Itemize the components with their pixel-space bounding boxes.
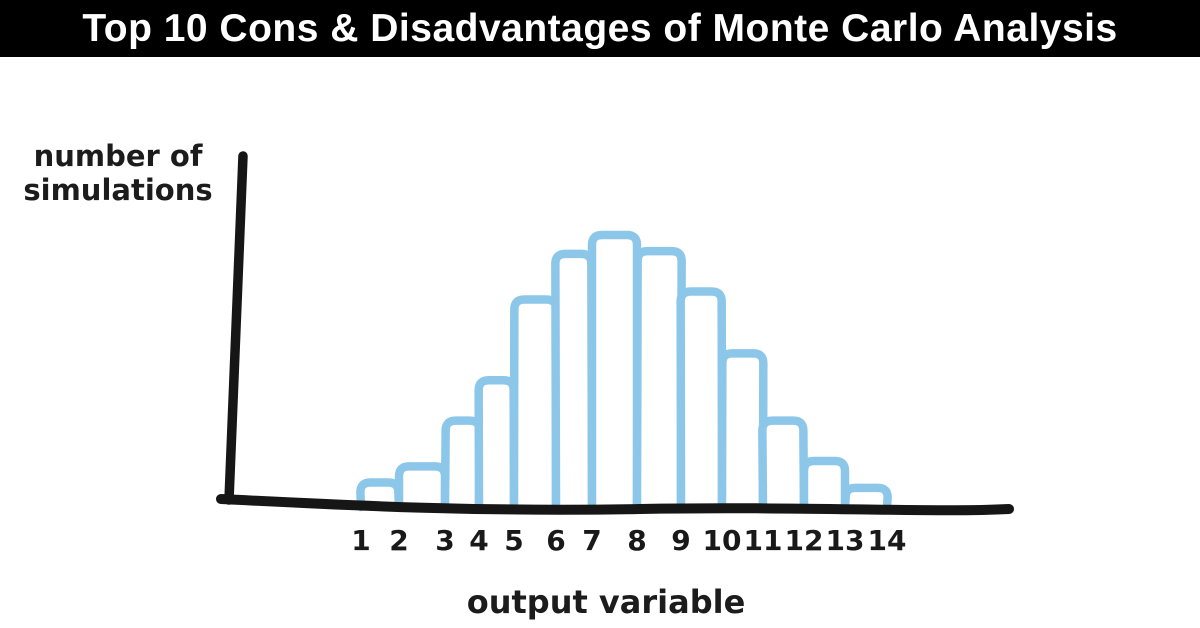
x-tick-label: 11 xyxy=(743,524,783,557)
histogram-bar xyxy=(840,483,892,512)
histogram-bar xyxy=(799,456,850,512)
x-tick-label: 5 xyxy=(504,524,524,557)
histogram-bar xyxy=(551,249,597,512)
y-axis-label: number of simulations xyxy=(16,139,220,207)
histogram-bar xyxy=(394,462,450,512)
y-axis-label-line2: simulations xyxy=(23,173,213,207)
x-axis-label: output variable xyxy=(466,583,746,621)
x-tick-label: 8 xyxy=(627,524,647,557)
histogram-bar xyxy=(676,287,727,512)
histogram-bars-group xyxy=(356,230,892,512)
x-tick-label: 13 xyxy=(825,524,865,557)
page-title: Top 10 Cons & Disadvantages of Monte Car… xyxy=(82,6,1118,50)
histogram-bar xyxy=(587,230,642,512)
x-tick-label: 6 xyxy=(546,524,566,557)
x-tick-label: 3 xyxy=(435,524,455,557)
histogram-bar xyxy=(758,416,809,512)
x-tick-label: 7 xyxy=(582,524,602,557)
x-axis-ticks: 1 2 3 4 5 6 7 8 9 10 11 12 13 14 xyxy=(0,524,1200,560)
x-tick-label: 14 xyxy=(867,524,907,557)
x-axis-line xyxy=(216,494,1014,516)
y-axis-line xyxy=(224,151,248,505)
x-tick-label: 4 xyxy=(469,524,489,557)
histogram-bar xyxy=(632,246,686,512)
histogram-bar xyxy=(717,349,768,512)
x-tick-label: 10 xyxy=(702,524,742,557)
y-axis-label-line1: number of xyxy=(33,139,203,173)
x-tick-label: 12 xyxy=(784,524,824,557)
title-banner: Top 10 Cons & Disadvantages of Monte Car… xyxy=(0,0,1200,57)
histogram-bar xyxy=(440,416,484,512)
histogram-bar xyxy=(474,376,519,512)
histogram-bar xyxy=(509,295,561,512)
x-tick-label: 1 xyxy=(351,524,371,557)
x-tick-label: 9 xyxy=(671,524,691,557)
x-tick-label: 2 xyxy=(389,524,409,557)
